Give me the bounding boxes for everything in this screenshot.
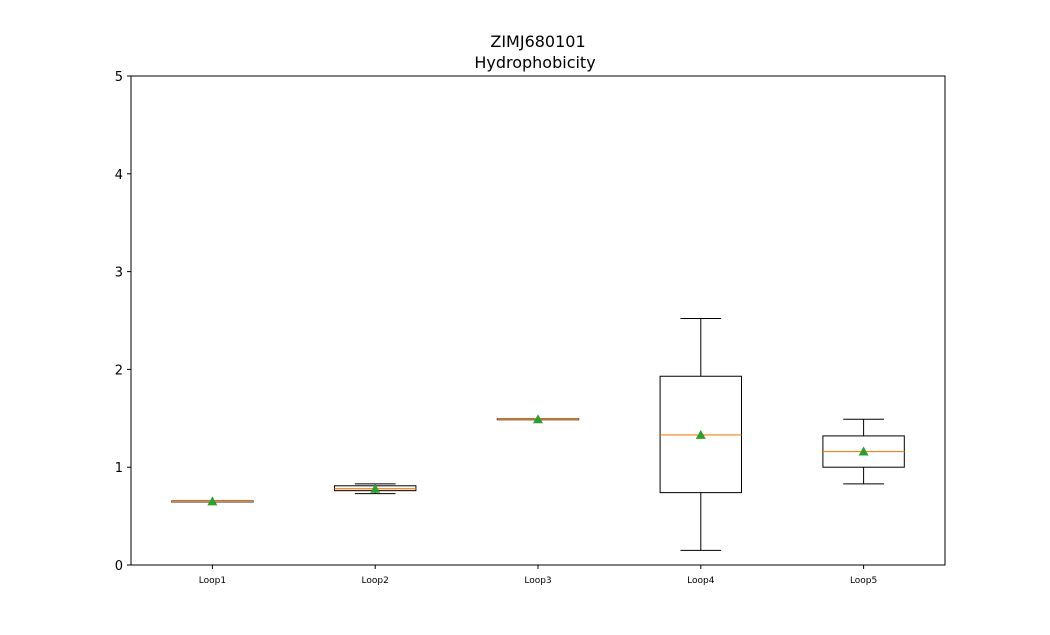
plot-frame [130, 75, 946, 566]
y-tick-label: 1 [115, 461, 123, 476]
mean-marker [207, 496, 218, 506]
box-series [171, 318, 905, 551]
chart-title: ZIMJ680101 [490, 32, 585, 51]
y-tick-label: 5 [115, 70, 123, 85]
y-tick-label: 0 [115, 559, 123, 574]
y-tick-label: 3 [115, 266, 123, 281]
box-loop2 [334, 483, 417, 495]
x-tick-label: Loop4 [687, 576, 715, 586]
y-tick-label: 4 [115, 168, 123, 183]
x-tick-label: Loop3 [524, 576, 551, 586]
x-tick-label: Loop2 [362, 576, 389, 586]
chart-subtitle: Hydrophobicity [474, 53, 595, 72]
y-axis: 0 1 2 3 4 5 [115, 70, 131, 574]
box-loop4 [659, 318, 742, 551]
x-axis: Loop1 Loop2 Loop3 Loop4 Loop5 [199, 565, 877, 586]
x-tick-label: Loop5 [850, 576, 877, 586]
box-loop5 [822, 418, 905, 485]
box-loop3 [496, 414, 580, 424]
mean-marker [370, 483, 381, 493]
mean-marker [533, 414, 543, 424]
box-loop1 [171, 496, 254, 506]
mean-marker [695, 429, 706, 439]
y-tick-label: 2 [115, 363, 123, 378]
x-tick-label: Loop1 [199, 576, 226, 586]
mean-marker [858, 446, 869, 456]
